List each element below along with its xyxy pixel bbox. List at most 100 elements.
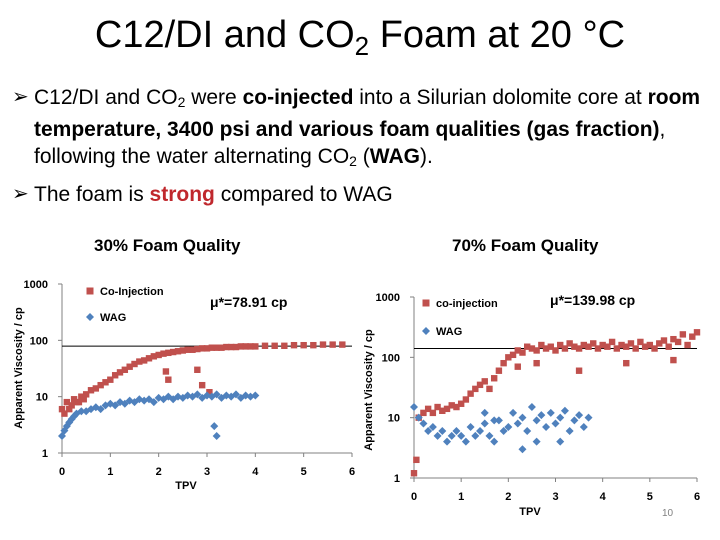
chart-1-x-tick-label: 2 [156, 466, 162, 478]
chart-2-wag-point [480, 408, 489, 417]
chart-1-coinjection-point [68, 402, 75, 409]
chart-2-coinjection-point [476, 381, 484, 389]
chart-2-coinjection-point [453, 403, 460, 411]
chart-2-x-tick-label: 5 [647, 491, 653, 503]
chart-2-coinjection-point [457, 400, 465, 407]
chart-2-coinjection-point [641, 343, 649, 350]
chart-2-coinjection-point [590, 340, 597, 347]
chart-2-coinjection-point [514, 347, 521, 354]
chart-1-coinjection-point [339, 341, 346, 348]
chart-1-coinjection-point [184, 346, 191, 353]
chart-2-x-tick-label: 0 [411, 491, 417, 503]
chart-1-legend-wag-marker [86, 313, 94, 321]
chart-2-coinjection-point [623, 359, 630, 367]
chart-1-coinjection-point [165, 376, 172, 383]
chart-1-coinjection-point [111, 372, 119, 379]
chart-2-wag-point [494, 416, 503, 425]
chart-1-legend-wag-label: WAG [100, 312, 126, 324]
chart-2-x-tick-label: 4 [600, 491, 607, 503]
chart-2-x-tick-label: 1 [458, 491, 464, 503]
chart-1-coinjection-point [223, 343, 230, 351]
chart-2-coinjection-point [443, 405, 451, 413]
chart-1-coinjection-point [198, 345, 206, 352]
chart-2-wag-point [457, 431, 466, 440]
chart-2-y-tick-label: 1 [394, 473, 400, 485]
chart-2-coinjection-point [580, 341, 587, 349]
chart-2-coinjection-point [561, 345, 569, 352]
chart-1-coinjection-point [97, 381, 104, 389]
chart-2-coinjection-point [439, 407, 446, 414]
chart-1-coinjection-point [247, 343, 254, 350]
chart-1-coinjection-point [121, 366, 129, 373]
chart-2-coinjection-point [594, 345, 602, 352]
chart-2-wag-point [504, 423, 513, 432]
chart-1-coinjection-point [75, 398, 83, 406]
chart-2-coinjection-point [674, 338, 682, 346]
chart-2-coinjection-point [533, 347, 540, 354]
chart-2-coinjection-point [472, 385, 479, 393]
chart-1-coinjection-point [169, 348, 177, 356]
chart-2-coinjection-point [656, 340, 663, 347]
chart-2-wag-point [546, 408, 555, 417]
chart-2-coinjection-point [618, 341, 625, 349]
chart-2-wag-point [447, 431, 456, 440]
chart-1-coinjection-point [237, 343, 245, 350]
chart-2-coinjection-point [505, 354, 512, 361]
chart-1-wag-point [212, 390, 221, 399]
chart-2-wag-point [419, 419, 428, 428]
chart-1-x-tick-label: 3 [204, 466, 210, 478]
chart-2-coinjection-point [660, 337, 668, 344]
chart-2-coinjection-point [693, 329, 701, 336]
chart-2-legend-wag-label: WAG [436, 326, 462, 338]
chart-1-wag-point [193, 390, 202, 399]
chart-2-wag-point [560, 406, 569, 415]
chart-1-coinjection-point [206, 389, 213, 396]
chart-1-coinjection-point [92, 385, 100, 392]
chart-1-coinjection-point [80, 396, 87, 403]
chart-2-wag-point [523, 427, 532, 436]
chart-2-coinjection-point [613, 345, 621, 352]
chart-2-coinjection-point [646, 341, 654, 349]
chart-2-viscosity-annotation: μ*=139.98 cp [550, 292, 635, 308]
chart-2-coinjection-point [420, 409, 427, 417]
chart-1-coinjection-point [194, 366, 201, 373]
chart-1-coinjection-point [82, 391, 90, 398]
chart-1-legend-coinjection-label: Co-Injection [100, 286, 164, 298]
chart-2-wag-point [433, 431, 442, 440]
chart-2-coinjection-point [585, 343, 592, 350]
chart-1-coinjection-point [140, 357, 148, 364]
chart-2-title: 70% Foam Quality [452, 236, 599, 255]
chart-2-wag-point [579, 423, 588, 432]
chart-2-wag-point [471, 431, 480, 440]
chart-2-coinjection-point [670, 356, 677, 364]
chart-2-legend-wag-marker [422, 327, 430, 335]
chart-2-wag-point [575, 411, 584, 420]
chart-1-coinjection-point [174, 348, 182, 355]
chart-2-coinjection-point [689, 333, 696, 340]
chart-1-coinjection-point [281, 342, 288, 349]
chart-2-coinjection-point [566, 340, 573, 347]
chart-1-wag-point [212, 432, 221, 441]
chart-1-coinjection-point [189, 346, 196, 353]
chart-2-wag-point [565, 427, 574, 436]
chart-2-coinjection-point [538, 341, 545, 349]
chart-1-coinjection-point [150, 353, 158, 360]
chart-2-y-axis-label: Apparent Viscosity / cp [363, 329, 375, 451]
chart-2-wag-point [509, 408, 518, 417]
chart-1-coinjection-point [242, 343, 249, 350]
chart-1-coinjection-point [252, 343, 259, 350]
chart-2-coinjection-point [528, 345, 536, 352]
chart-2-coinjection-point [495, 367, 503, 374]
chart-1-coinjection-point [198, 381, 206, 389]
chart-2-coinjection-point [684, 341, 691, 349]
chart-2-coinjection-point [557, 341, 564, 349]
chart-2-wag-point [532, 437, 541, 446]
chart-2-coinjection-point [670, 335, 677, 343]
chart-2-wag-point [466, 423, 475, 432]
chart-2-coinjection-point [627, 340, 635, 347]
chart-2-wag-point [542, 423, 551, 432]
chart-2-coinjection-point [679, 331, 687, 338]
chart-2-wag-point [443, 437, 452, 446]
chart-2-wag-point [584, 413, 593, 422]
chart-2-wag-point [518, 445, 527, 454]
